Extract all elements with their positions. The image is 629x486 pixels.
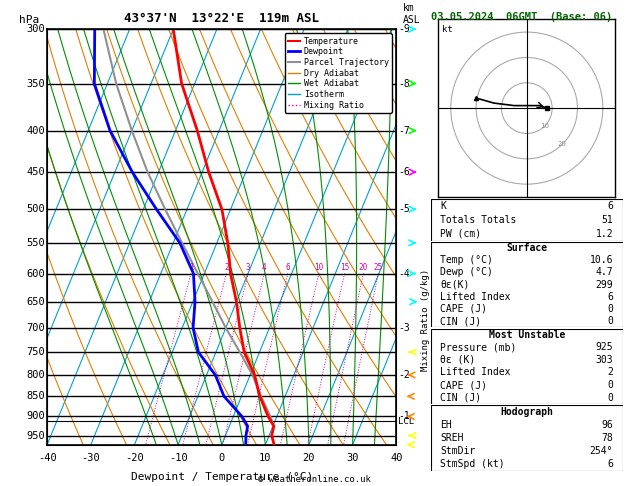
Text: Pressure (mb): Pressure (mb) — [440, 342, 517, 352]
Text: 6: 6 — [607, 292, 613, 302]
Text: -30: -30 — [81, 453, 100, 463]
FancyBboxPatch shape — [431, 242, 623, 327]
Text: 4.7: 4.7 — [596, 267, 613, 278]
Text: 0: 0 — [607, 380, 613, 390]
Text: SREH: SREH — [440, 433, 464, 443]
Text: 3: 3 — [246, 263, 250, 272]
Text: 925: 925 — [596, 342, 613, 352]
Text: CAPE (J): CAPE (J) — [440, 304, 487, 314]
Text: 1: 1 — [189, 263, 193, 272]
Text: θε(K): θε(K) — [440, 279, 470, 290]
Text: -1: -1 — [398, 412, 409, 421]
Text: 450: 450 — [26, 167, 45, 177]
Text: -9: -9 — [398, 24, 409, 34]
Text: -3: -3 — [398, 323, 409, 333]
Text: 1.2: 1.2 — [596, 229, 613, 239]
Text: 0: 0 — [607, 393, 613, 402]
Text: 2: 2 — [607, 367, 613, 378]
Text: -20: -20 — [125, 453, 144, 463]
Text: 900: 900 — [26, 412, 45, 421]
Text: 30: 30 — [347, 453, 359, 463]
Text: 40: 40 — [390, 453, 403, 463]
Text: 750: 750 — [26, 347, 45, 357]
Text: 303: 303 — [596, 355, 613, 365]
FancyBboxPatch shape — [431, 329, 623, 404]
Text: 10.6: 10.6 — [589, 255, 613, 265]
Text: 20: 20 — [359, 263, 368, 272]
Text: θε (K): θε (K) — [440, 355, 476, 365]
Text: -10: -10 — [169, 453, 187, 463]
Text: 51: 51 — [601, 215, 613, 225]
Text: CIN (J): CIN (J) — [440, 393, 482, 402]
Text: 10: 10 — [540, 123, 549, 129]
Text: 850: 850 — [26, 391, 45, 401]
Text: K: K — [440, 201, 447, 211]
Text: Totals Totals: Totals Totals — [440, 215, 517, 225]
Text: CIN (J): CIN (J) — [440, 316, 482, 326]
Text: LCL: LCL — [398, 417, 414, 426]
Text: Surface: Surface — [506, 243, 547, 253]
FancyBboxPatch shape — [431, 405, 623, 471]
Text: 6: 6 — [607, 459, 613, 469]
Text: 350: 350 — [26, 79, 45, 88]
Text: Lifted Index: Lifted Index — [440, 292, 511, 302]
Text: 500: 500 — [26, 204, 45, 214]
Text: EH: EH — [440, 420, 452, 430]
Text: -8: -8 — [398, 79, 409, 88]
Text: Most Unstable: Most Unstable — [489, 330, 565, 340]
Text: 03.05.2024  06GMT  (Base: 06): 03.05.2024 06GMT (Base: 06) — [431, 12, 612, 22]
Text: 0: 0 — [219, 453, 225, 463]
Text: StmDir: StmDir — [440, 446, 476, 456]
Text: 10: 10 — [314, 263, 323, 272]
Text: Mixing Ratio (g/kg): Mixing Ratio (g/kg) — [421, 269, 430, 371]
Text: 0: 0 — [607, 316, 613, 326]
Text: Lifted Index: Lifted Index — [440, 367, 511, 378]
Text: Dewp (°C): Dewp (°C) — [440, 267, 493, 278]
Text: 600: 600 — [26, 269, 45, 278]
Text: hPa: hPa — [19, 15, 40, 25]
Text: 550: 550 — [26, 238, 45, 248]
Text: 43°37'N  13°22'E  119m ASL: 43°37'N 13°22'E 119m ASL — [124, 12, 320, 25]
Text: -5: -5 — [398, 204, 409, 214]
Text: © weatheronline.co.uk: © weatheronline.co.uk — [258, 474, 371, 484]
Text: kt: kt — [442, 25, 452, 34]
Text: -6: -6 — [398, 167, 409, 177]
Text: StmSpd (kt): StmSpd (kt) — [440, 459, 505, 469]
Text: 700: 700 — [26, 323, 45, 333]
Text: 299: 299 — [596, 279, 613, 290]
Text: 20: 20 — [558, 140, 567, 147]
Text: km
ASL: km ASL — [403, 3, 421, 25]
Text: -2: -2 — [398, 370, 409, 380]
Text: 25: 25 — [374, 263, 383, 272]
Legend: Temperature, Dewpoint, Parcel Trajectory, Dry Adiabat, Wet Adiabat, Isotherm, Mi: Temperature, Dewpoint, Parcel Trajectory… — [284, 34, 392, 113]
Text: 2: 2 — [224, 263, 229, 272]
Text: 0: 0 — [607, 304, 613, 314]
FancyBboxPatch shape — [431, 199, 623, 241]
Text: 10: 10 — [259, 453, 272, 463]
Text: Dewpoint / Temperature (°C): Dewpoint / Temperature (°C) — [131, 472, 313, 482]
Text: 15: 15 — [340, 263, 349, 272]
Text: 78: 78 — [601, 433, 613, 443]
Text: 254°: 254° — [589, 446, 613, 456]
Text: -7: -7 — [398, 125, 409, 136]
Text: 300: 300 — [26, 24, 45, 34]
Text: -40: -40 — [38, 453, 57, 463]
Text: 800: 800 — [26, 370, 45, 380]
Text: 20: 20 — [303, 453, 315, 463]
Text: 400: 400 — [26, 125, 45, 136]
Text: CAPE (J): CAPE (J) — [440, 380, 487, 390]
Text: 950: 950 — [26, 431, 45, 440]
Text: 6: 6 — [286, 263, 290, 272]
Text: 6: 6 — [607, 201, 613, 211]
Text: PW (cm): PW (cm) — [440, 229, 482, 239]
Text: -4: -4 — [398, 269, 409, 278]
Text: 650: 650 — [26, 297, 45, 307]
Text: Temp (°C): Temp (°C) — [440, 255, 493, 265]
Text: 4: 4 — [262, 263, 267, 272]
Text: Hodograph: Hodograph — [500, 407, 554, 417]
Text: 96: 96 — [601, 420, 613, 430]
